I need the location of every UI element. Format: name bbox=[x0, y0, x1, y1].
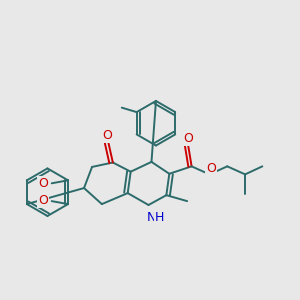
Text: O: O bbox=[183, 132, 193, 145]
Text: O: O bbox=[206, 162, 216, 175]
Text: O: O bbox=[38, 194, 48, 207]
Text: N: N bbox=[147, 211, 156, 224]
Text: O: O bbox=[38, 177, 48, 190]
Text: H: H bbox=[155, 211, 164, 224]
Text: O: O bbox=[102, 129, 112, 142]
